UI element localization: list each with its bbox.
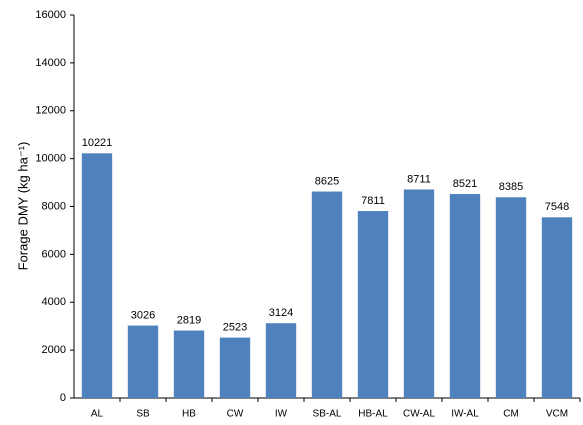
bar <box>403 189 435 398</box>
bar <box>495 197 527 398</box>
value-label: 8385 <box>499 181 523 193</box>
x-tick-label: CM <box>503 409 519 420</box>
value-label: 2819 <box>177 314 201 326</box>
x-tick-label: AL <box>91 409 104 420</box>
bar <box>127 325 159 398</box>
bar <box>311 191 343 398</box>
bar <box>449 194 481 398</box>
value-label: 10221 <box>82 137 113 149</box>
bar <box>173 330 205 398</box>
x-tick-label: HB-AL <box>358 409 388 420</box>
y-tick-label: 4000 <box>42 296 66 308</box>
x-tick-label: HB <box>182 409 196 420</box>
x-tick-label: CW <box>227 409 244 420</box>
bar <box>219 337 251 398</box>
y-tick-label: 16000 <box>35 9 66 21</box>
y-tick-label: 0 <box>60 392 66 404</box>
x-tick-label: VCM <box>546 409 568 420</box>
value-label: 3124 <box>269 307 293 319</box>
x-tick-label: SB <box>136 409 150 420</box>
bar <box>81 153 113 398</box>
y-tick-label: 2000 <box>42 344 66 356</box>
value-label: 8625 <box>315 175 339 187</box>
x-tick-label: IW <box>275 409 288 420</box>
bar <box>357 211 389 398</box>
y-axis-label: Forage DMY (kg ha⁻¹) <box>15 142 30 271</box>
y-tick-label: 6000 <box>42 248 66 260</box>
x-tick-label: CW-AL <box>403 409 435 420</box>
value-label: 7811 <box>361 195 385 207</box>
x-tick-label: SB-AL <box>313 409 342 420</box>
value-label: 2523 <box>223 322 247 334</box>
y-tick-label: 8000 <box>42 200 66 212</box>
value-label: 8521 <box>453 178 477 190</box>
value-label: 3026 <box>131 309 155 321</box>
bar <box>541 217 573 398</box>
y-tick-label: 10000 <box>35 153 66 165</box>
value-label: 7548 <box>545 201 569 213</box>
y-tick-label: 14000 <box>35 57 66 69</box>
bar <box>265 323 297 398</box>
x-tick-label: IW-AL <box>451 409 479 420</box>
value-label: 8711 <box>407 173 431 185</box>
y-tick-label: 12000 <box>35 105 66 117</box>
